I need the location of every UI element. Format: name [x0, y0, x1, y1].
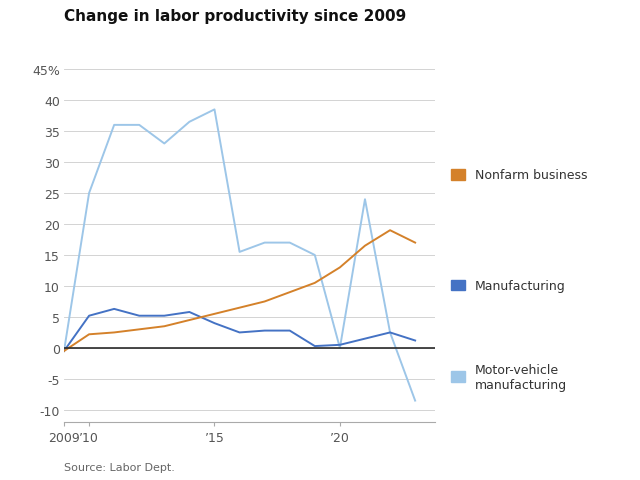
- Text: Source: Labor Dept.: Source: Labor Dept.: [64, 462, 175, 472]
- Text: Manufacturing: Manufacturing: [475, 279, 566, 292]
- Text: Change in labor productivity since 2009: Change in labor productivity since 2009: [64, 9, 406, 24]
- Text: Nonfarm business: Nonfarm business: [475, 168, 588, 182]
- Text: Motor-vehicle
manufacturing: Motor-vehicle manufacturing: [475, 363, 567, 391]
